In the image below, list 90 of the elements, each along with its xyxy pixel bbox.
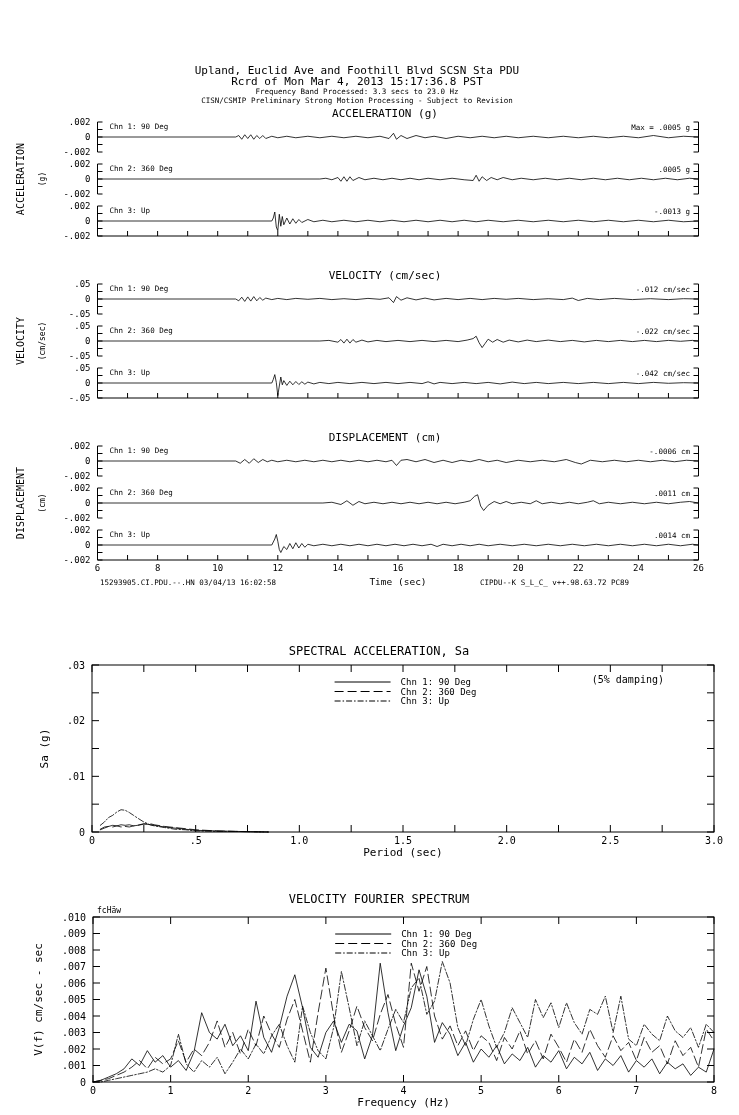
legend-label: Chn 1: 90 Deg [400,677,472,687]
x-tick-label: 20 [512,563,524,573]
y-tick-label: .009 [61,928,86,939]
x-tick-label: 2 [245,1085,252,1096]
x-tick-label: 16 [392,563,404,573]
chart-title: DISPLACEMENT (cm) [328,431,442,444]
x-tick-label: 18 [452,563,464,573]
x-tick-label: 8 [710,1085,718,1096]
y-tick-label: 0 [85,216,91,226]
x-tick-label: 1.0 [290,835,309,846]
x-tick-label: 3.0 [704,835,724,846]
text: Rcrd of Mon Mar 4, 2013 15:17:36.8 PST [231,75,484,88]
series-label: Chn 2: 360 Deg [401,938,478,949]
x-tick-label: 1 [167,1085,174,1096]
y-tick-label: -.002 [63,555,91,565]
y-tick-label: -.05 [68,393,91,403]
y-axis-title: Sa (g) [38,728,51,769]
legend-label: Chn 1: 90 Deg [401,929,472,939]
y-tick-label: .002 [68,201,91,211]
y-tick-label: .005 [61,994,86,1005]
text: Chn 3: Up [400,696,450,706]
y-tick-label: 0 [85,456,91,466]
x-axis-title: Period (sec) [363,846,443,859]
chart-title: SPECTRAL ACCELERATION, Sa [288,644,470,658]
x-tick-label: 12 [272,563,284,573]
x-tick-label: 2.5 [601,835,620,846]
y-tick-label: .003 [61,1027,86,1038]
y-tick-label: -.05 [68,351,91,361]
series-label: Chn 3: Up [401,948,450,958]
y-tick-label: .002 [68,117,91,127]
y-tick-label: -.002 [63,513,91,523]
x-tick-label: 26 [693,563,704,573]
y-tick-label: 0 [85,294,91,304]
y-tick-label: .007 [61,961,86,972]
y-tick-label: .002 [61,1043,86,1055]
text: Upland, Euclid Ave and Foothill Blvd SCSN Sta PDU [194,64,520,77]
y-tick-label: .008 [61,944,86,956]
y-tick-label: -.05 [68,309,91,319]
chart-title: VELOCITY FOURIER SPECTRUM [288,892,470,906]
y-tick-label: -.002 [63,471,91,481]
x-tick-label: 14 [332,563,344,573]
y-tick-label: .05 [74,363,91,373]
y-tick-label: 0 [78,826,85,838]
y-tick-label: .002 [68,483,91,493]
y-tick-label: 0 [85,378,91,388]
y-tick-label: .05 [74,321,91,331]
text: ACCELERATION (g) [15,142,47,216]
x-tick-label: .5 [189,835,202,846]
y-tick-label: .006 [61,977,86,989]
y-tick-label: .01 [66,770,85,782]
x-tick-label: 6 [94,563,101,573]
y-tick-label: 0 [85,174,91,184]
y-tick-label: .010 [61,911,86,923]
text: VELOCITY (cm/sec) [15,316,47,366]
chart-title: ACCELERATION (g) [332,107,438,120]
text: fcHäw [97,906,122,915]
x-tick-label: 10 [212,563,224,573]
x-axis-title: Frequency (Hz) [357,1096,450,1109]
text: Chn 2: 360 Deg [400,686,477,697]
y-tick-label: -.002 [63,189,91,199]
text: DISPLACEMENT (cm) [15,466,47,540]
x-tick-label: 7 [633,1085,640,1096]
y-tick-label: -.002 [63,147,91,157]
y-tick-label: .03 [66,659,85,671]
x-tick-label: 24 [632,563,644,573]
y-tick-label: .05 [74,279,91,289]
y-tick-label: .002 [68,441,91,451]
x-tick-label: 2.0 [497,835,516,846]
x-tick-label: 5 [478,1085,485,1096]
y-tick-label: .004 [61,1010,86,1022]
x-tick-label: 3 [322,1085,329,1096]
x-tick-label: 4 [400,1085,407,1096]
chart-title: VELOCITY (cm/sec) [328,269,442,282]
y-tick-label: .02 [66,715,85,727]
x-tick-label: 22 [572,563,584,573]
x-tick-label: 1.5 [393,835,413,846]
y-tick-label: 0 [85,132,91,142]
x-axis-title: Time (sec) [369,576,427,587]
y-tick-label: .001 [61,1060,86,1071]
annotation: (5% damping) [591,674,664,685]
y-tick-label: 0 [85,336,91,346]
y-tick-label: .002 [68,525,91,535]
y-tick-label: 0 [85,498,91,508]
y-tick-label: 0 [85,540,91,550]
y-tick-label: 0 [79,1076,86,1088]
y-tick-label: .002 [68,159,91,169]
x-tick-label: 8 [154,563,161,573]
y-axis-title: V(f) cm/sec - sec [32,943,45,1056]
x-tick-label: 6 [555,1085,562,1096]
y-tick-label: -.002 [63,231,91,241]
